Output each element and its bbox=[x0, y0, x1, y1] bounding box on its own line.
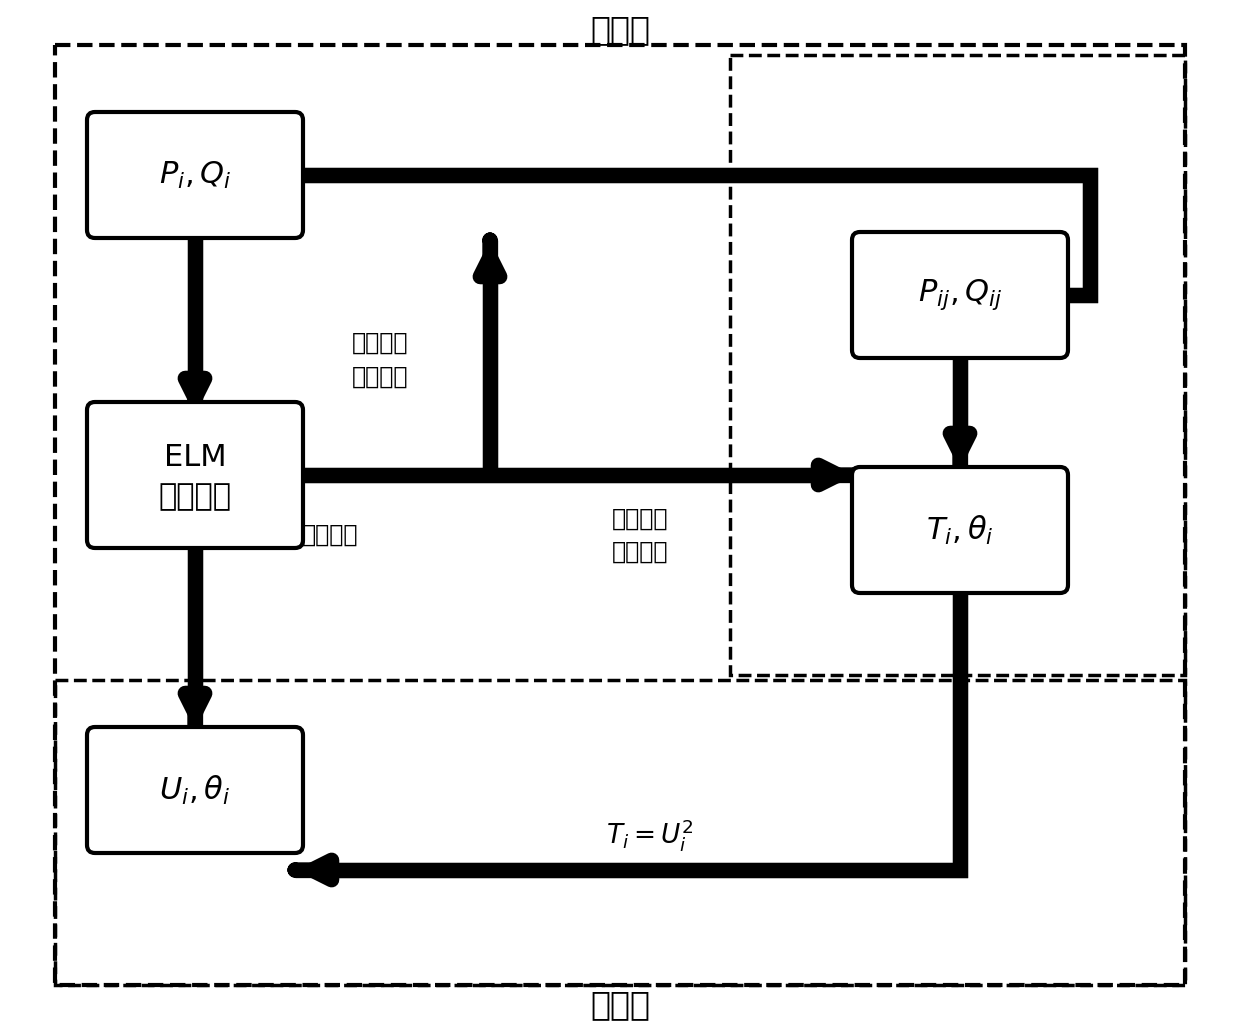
Text: 电力网络
拓扑结构: 电力网络 拓扑结构 bbox=[352, 332, 408, 388]
Text: $U_i, \theta_i$: $U_i, \theta_i$ bbox=[160, 774, 231, 806]
Text: 一阶段: 一阶段 bbox=[590, 13, 650, 46]
Text: 神经网络: 神经网络 bbox=[159, 482, 232, 512]
Text: $P_{ij}, Q_{ij}$: $P_{ij}, Q_{ij}$ bbox=[918, 277, 1002, 312]
FancyBboxPatch shape bbox=[87, 402, 303, 548]
Text: 其他潮流
物理信息: 其他潮流 物理信息 bbox=[611, 507, 668, 563]
FancyBboxPatch shape bbox=[87, 727, 303, 853]
Text: $T_i = U_i^2$: $T_i = U_i^2$ bbox=[606, 817, 694, 853]
Text: 二阶段: 二阶段 bbox=[590, 989, 650, 1022]
Text: $P_i, Q_i$: $P_i, Q_i$ bbox=[159, 160, 232, 191]
FancyBboxPatch shape bbox=[87, 112, 303, 238]
FancyBboxPatch shape bbox=[852, 467, 1068, 593]
Text: $T_i, \theta_i$: $T_i, \theta_i$ bbox=[926, 513, 993, 547]
Text: 潮流特征: 潮流特征 bbox=[301, 523, 358, 547]
Text: ELM: ELM bbox=[164, 443, 227, 472]
FancyBboxPatch shape bbox=[852, 232, 1068, 358]
